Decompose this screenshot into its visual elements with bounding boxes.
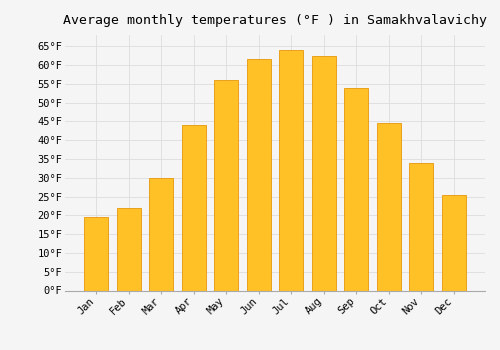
Bar — [214, 80, 238, 290]
Bar — [409, 163, 434, 290]
Bar — [246, 60, 271, 290]
Bar — [116, 208, 141, 290]
Bar — [344, 88, 368, 290]
Bar — [442, 195, 466, 290]
Bar — [84, 217, 108, 290]
Bar — [312, 56, 336, 290]
Title: Average monthly temperatures (°F ) in Samakhvalavichy: Average monthly temperatures (°F ) in Sa… — [63, 14, 487, 27]
Bar — [279, 50, 303, 290]
Bar — [376, 123, 401, 290]
Bar — [182, 125, 206, 290]
Bar — [149, 178, 174, 290]
